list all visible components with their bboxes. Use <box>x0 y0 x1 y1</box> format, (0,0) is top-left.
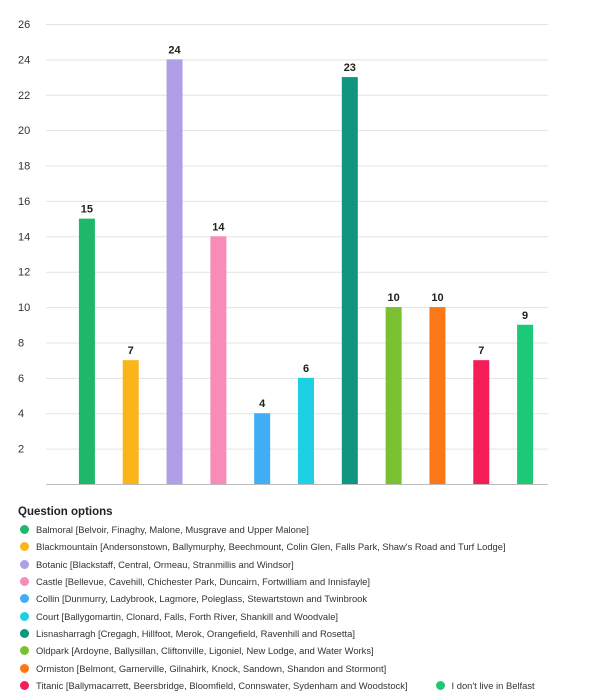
y-tick-label: 20 <box>18 125 30 137</box>
bar-value-label: 10 <box>431 292 443 304</box>
legend-label: Balmoral [Belvoir, Finaghy, Malone, Musg… <box>36 524 309 536</box>
bar-value-label: 15 <box>81 204 93 216</box>
legend-label: I don't live in Belfast <box>451 679 535 691</box>
legend-label: Blackmountain [Andersonstown, Ballymurph… <box>36 541 506 553</box>
y-tick-label: 4 <box>18 408 24 420</box>
bar-value-label: 10 <box>388 292 400 304</box>
bar-value-label: 24 <box>168 44 181 56</box>
legend-swatch <box>20 525 29 535</box>
legend-item: Collin [Dunmurry, Ladybrook, Lagmore, Po… <box>14 593 367 604</box>
legend-row: Botanic [Blackstaff, Central, Ormeau, St… <box>14 556 594 573</box>
y-tick-label: 10 <box>18 302 30 314</box>
y-tick-label: 2 <box>18 444 24 456</box>
legend-row: Oldpark [Ardoyne, Ballysillan, Cliftonvi… <box>14 642 594 659</box>
legend-label: Titanic [Ballymacarrett, Beersbridge, Bl… <box>36 679 408 691</box>
bars <box>78 59 534 485</box>
legend-item: Balmoral [Belvoir, Finaghy, Malone, Musg… <box>14 524 309 535</box>
legend-label: Ormiston [Belmont, Garnerville, Gilnahir… <box>36 662 387 674</box>
legend-row: Castle [Bellevue, Cavehill, Chichester P… <box>14 573 594 590</box>
legend-row: Titanic [Ballymacarrett, Beersbridge, Bl… <box>14 677 594 694</box>
y-tick-label: 6 <box>18 373 24 385</box>
legend-label: Botanic [Blackstaff, Central, Ormeau, St… <box>36 558 294 570</box>
y-tick-label: 12 <box>18 267 30 279</box>
bar-value-label: 4 <box>259 398 266 410</box>
legend-item: Lisnasharragh [Cregagh, Hillfoot, Merok,… <box>14 628 355 639</box>
legend-item: I don't live in Belfast <box>430 680 535 691</box>
bar <box>166 59 183 485</box>
legend-swatch <box>20 577 29 587</box>
bar-value-label: 23 <box>344 62 356 74</box>
legend-swatch <box>20 680 29 690</box>
legend-row: Balmoral [Belvoir, Finaghy, Malone, Musg… <box>14 521 594 538</box>
bar <box>473 360 490 484</box>
legend-swatch <box>20 594 29 604</box>
legend-title: Question options <box>18 506 113 518</box>
bar-value-label: 7 <box>478 345 484 357</box>
legend-swatch <box>20 542 29 552</box>
y-tick-label: 24 <box>18 54 30 66</box>
bar-value-label: 9 <box>522 310 528 322</box>
bar-value-label: 7 <box>128 345 134 357</box>
legend-swatch <box>20 559 29 569</box>
bar <box>254 413 271 484</box>
legend-label: Lisnasharragh [Cregagh, Hillfoot, Merok,… <box>36 627 355 639</box>
y-tick-label: 16 <box>18 196 30 208</box>
bar <box>78 218 95 484</box>
legend-swatch <box>20 628 29 638</box>
data-labels: 15 7 24 14 4 6 23 10 10 7 9 <box>81 44 528 410</box>
bar <box>517 324 534 484</box>
y-tick-label: 18 <box>18 161 30 173</box>
legend-row: Ormiston [Belmont, Garnerville, Gilnahir… <box>14 659 594 676</box>
legend-row: Collin [Dunmurry, Ladybrook, Lagmore, Po… <box>14 590 594 607</box>
legend-item: Oldpark [Ardoyne, Ballysillan, Cliftonvi… <box>14 645 374 656</box>
bar <box>385 307 402 484</box>
bar-value-label: 14 <box>212 221 225 233</box>
legend-row: Lisnasharragh [Cregagh, Hillfoot, Merok,… <box>14 625 594 642</box>
y-tick-label: 22 <box>18 90 30 102</box>
legend-swatch <box>20 646 29 656</box>
legend-label: Oldpark [Ardoyne, Ballysillan, Cliftonvi… <box>36 645 374 657</box>
legend-label: Court [Ballygomartin, Clonard, Falls, Fo… <box>36 610 339 622</box>
legend-swatch <box>435 680 445 690</box>
legend-swatch <box>20 663 29 673</box>
legend-item: Court [Ballygomartin, Clonard, Falls, Fo… <box>14 611 338 622</box>
legend-rows: Balmoral [Belvoir, Finaghy, Malone, Musg… <box>14 521 594 694</box>
legend-row: Blackmountain [Andersonstown, Ballymurph… <box>14 538 594 555</box>
bar <box>298 377 314 484</box>
legend-swatch <box>20 611 29 621</box>
bar <box>429 307 446 484</box>
legend-item: Ormiston [Belmont, Garnerville, Gilnahir… <box>14 663 386 674</box>
y-tick-label: 14 <box>18 231 30 243</box>
legend-item: Botanic [Blackstaff, Central, Ormeau, St… <box>14 559 294 570</box>
bar <box>210 236 227 484</box>
legend-item: Castle [Bellevue, Cavehill, Chichester P… <box>14 576 370 587</box>
bar-value-label: 6 <box>303 363 309 375</box>
legend: Question options Balmoral [Belvoir, Fina… <box>14 506 594 694</box>
legend-label: Castle [Bellevue, Cavehill, Chichester P… <box>36 576 370 588</box>
gridlines <box>46 24 548 485</box>
bar <box>122 360 139 484</box>
legend-label: Collin [Dunmurry, Ladybrook, Lagmore, Po… <box>36 593 368 605</box>
legend-item: Blackmountain [Andersonstown, Ballymurph… <box>14 541 506 552</box>
y-tick-label: 8 <box>18 337 24 349</box>
legend-item: Titanic [Ballymacarrett, Beersbridge, Bl… <box>14 680 408 691</box>
y-tick-label: 26 <box>18 19 30 31</box>
bar <box>341 77 358 485</box>
legend-row: Court [Ballygomartin, Clonard, Falls, Fo… <box>14 607 594 624</box>
